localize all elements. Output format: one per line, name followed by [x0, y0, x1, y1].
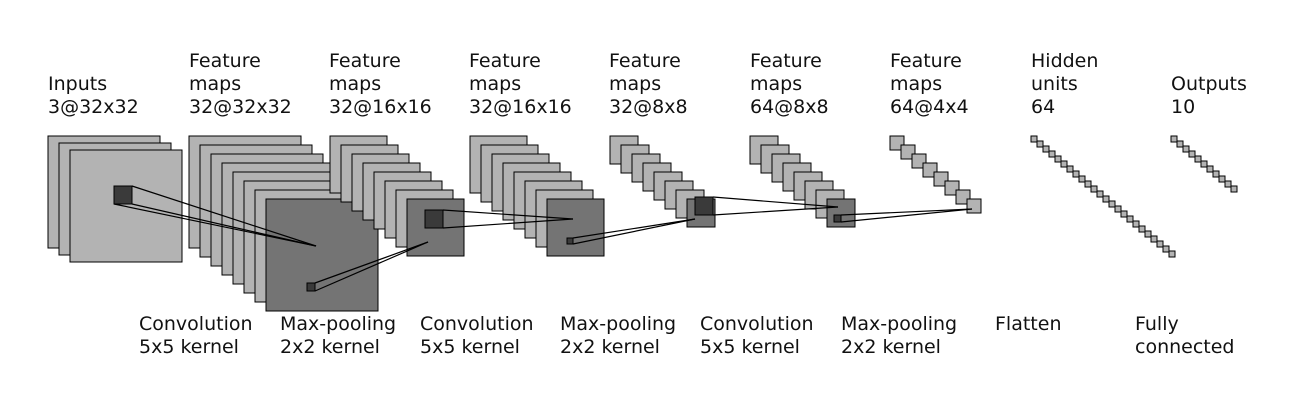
- feature-map: [1096, 190, 1104, 198]
- connection-line: [113, 203, 317, 247]
- connection-line: [840, 208, 973, 216]
- feature-map: [1084, 180, 1092, 188]
- layer-label-pool3-maps: Feature maps 64@4x4: [890, 50, 969, 118]
- layer-label-hidden-units: Hidden units 64: [1031, 50, 1099, 118]
- connection-line: [131, 203, 317, 247]
- feature-map: [1182, 145, 1190, 153]
- feature-map: [1030, 135, 1038, 143]
- feature-map: [966, 198, 982, 214]
- connection-line: [314, 241, 429, 292]
- feature-map: [1168, 250, 1176, 258]
- feature-map: [1036, 140, 1044, 148]
- feature-map: [1224, 180, 1232, 188]
- layer-label-inputs: Inputs 3@32x32: [48, 73, 139, 118]
- layer-conv2: [469, 135, 605, 257]
- connection-line: [314, 241, 429, 284]
- op-label-max-pooling-3: Max-pooling 2x2 kernel: [841, 313, 958, 358]
- connection-line: [712, 206, 839, 216]
- feature-map: [265, 198, 379, 312]
- op-label-max-pooling-1: Max-pooling 2x2 kernel: [280, 313, 397, 358]
- feature-map: [1060, 160, 1068, 168]
- feature-map: [1138, 225, 1146, 233]
- connection-line: [442, 218, 574, 229]
- feature-map: [1162, 245, 1170, 253]
- feature-map: [1156, 240, 1164, 248]
- op-label-flatten: Flatten: [995, 313, 1062, 335]
- layer-hidden: [1030, 135, 1176, 258]
- layer-label-pool1-maps: Feature maps 32@16x16: [329, 50, 432, 118]
- feature-map: [1150, 235, 1158, 243]
- feature-map: [1054, 155, 1062, 163]
- feature-map: [1090, 185, 1098, 193]
- feature-map: [1212, 170, 1220, 178]
- kernel-patch: [306, 282, 316, 292]
- connection-line: [712, 196, 839, 208]
- connection-line: [572, 218, 696, 245]
- op-label-max-pooling-2: Max-pooling 2x2 kernel: [560, 313, 677, 358]
- feature-map: [1078, 175, 1086, 183]
- feature-map: [1120, 210, 1128, 218]
- feature-map: [1114, 205, 1122, 213]
- kernel-patch: [694, 196, 714, 216]
- feature-map: [1206, 165, 1214, 173]
- layer-pool3: [889, 135, 982, 214]
- kernel-patch: [833, 214, 842, 223]
- layer-label-conv2-maps: Feature maps 32@16x16: [469, 50, 572, 118]
- feature-map: [546, 198, 605, 257]
- layer-pool1: [329, 135, 465, 257]
- layer-label-conv1-maps: Feature maps 32@32x32: [189, 50, 292, 118]
- op-label-fully-connected: Fully connected: [1135, 313, 1235, 358]
- feature-map: [1072, 170, 1080, 178]
- connection-line: [840, 208, 973, 223]
- layer-outputs: [1170, 135, 1238, 193]
- kernel-patch: [566, 237, 574, 245]
- op-label-convolution-2: Convolution 5x5 kernel: [420, 313, 534, 358]
- op-label-convolution-1: Convolution 5x5 kernel: [139, 313, 253, 358]
- feature-map: [1188, 150, 1196, 158]
- layer-label-outputs: Outputs 10: [1171, 73, 1247, 118]
- kernel-patch: [424, 209, 444, 229]
- connection-line: [572, 218, 696, 239]
- feature-map: [1200, 160, 1208, 168]
- op-label-convolution-3: Convolution 5x5 kernel: [700, 313, 814, 358]
- layer-label-pool2-maps: Feature maps 32@8x8: [609, 50, 688, 118]
- feature-map: [1066, 165, 1074, 173]
- feature-map: [1042, 145, 1050, 153]
- connection-line: [442, 209, 574, 220]
- layer-conv3: [749, 135, 856, 228]
- feature-map: [1126, 215, 1134, 223]
- kernel-patch: [113, 185, 133, 205]
- layer-label-conv3-maps: Feature maps 64@8x8: [750, 50, 829, 118]
- feature-map: [1108, 200, 1116, 208]
- feature-map: [1102, 195, 1110, 203]
- feature-map: [1132, 220, 1140, 228]
- connection-line: [131, 185, 317, 247]
- feature-map: [826, 198, 856, 228]
- feature-map: [1194, 155, 1202, 163]
- feature-map: [1170, 135, 1178, 143]
- feature-map: [1048, 150, 1056, 158]
- feature-map: [1218, 175, 1226, 183]
- feature-map: [1144, 230, 1152, 238]
- feature-map: [1230, 185, 1238, 193]
- feature-map: [1176, 140, 1184, 148]
